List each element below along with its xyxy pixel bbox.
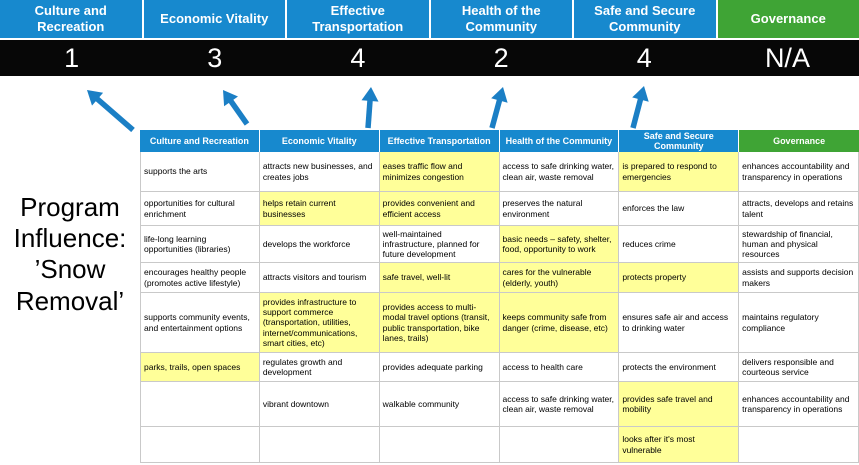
category-banner: Culture and Recreation Economic Vitality…: [0, 0, 859, 38]
matrix-cell: keeps community safe from danger (crime,…: [499, 293, 620, 353]
score-economic-vitality: 3: [207, 42, 223, 73]
matrix-row: vibrant downtown walkable community acce…: [140, 382, 859, 427]
influence-matrix: Culture and Recreation Economic Vitality…: [140, 130, 859, 463]
matrix-row: life-long learning opportunities (librar…: [140, 226, 859, 263]
banner-cell-economic-vitality: Economic Vitality: [143, 0, 285, 38]
matrix-cell: access to health care: [499, 353, 620, 382]
matrix-row: encourages healthy people (promotes acti…: [140, 263, 859, 293]
score-governance: N/A: [764, 42, 810, 73]
arrow-up-icon: [361, 87, 379, 129]
matrix-cell: attracts visitors and tourism: [259, 263, 380, 293]
matrix-cell: protects property: [619, 263, 740, 293]
matrix-cell: supports the arts: [140, 152, 260, 192]
matrix-cell: ensures safe air and access to drinking …: [619, 293, 740, 353]
matrix-cell: provides infrastructure to support comme…: [259, 293, 380, 353]
matrix-cell: enhances accountability and transparency…: [739, 152, 859, 192]
matrix-cell: basic needs – safety, shelter, food, opp…: [499, 226, 620, 263]
matrix-cell: assists and supports decision makers: [739, 263, 859, 293]
score-row: 1 3 4 2 4 N/A: [0, 40, 859, 76]
matrix-cell: vibrant downtown: [259, 382, 380, 427]
matrix-cell: is prepared to respond to emergencies: [619, 152, 740, 192]
matrix-cell: attracts new businesses, and creates job…: [259, 152, 380, 192]
matrix-cell: provides adequate parking: [379, 353, 500, 382]
matrix-header-health-community: Health of the Community: [499, 130, 620, 153]
matrix-cell: provides safe travel and mobility: [619, 382, 740, 427]
matrix-header-effective-transportation: Effective Transportation: [379, 130, 500, 153]
matrix-cell: protects the environment: [619, 353, 740, 382]
matrix-cell: well-maintained infrastructure, planned …: [379, 226, 500, 263]
matrix-header-governance: Governance: [739, 130, 859, 153]
matrix-cell: life-long learning opportunities (librar…: [140, 226, 260, 263]
matrix-cell: access to safe drinking water, clean air…: [499, 382, 620, 427]
matrix-header-row: Culture and Recreation Economic Vitality…: [140, 130, 859, 153]
matrix-row: opportunities for cultural enrichment he…: [140, 192, 859, 226]
banner-cell-culture-recreation: Culture and Recreation: [0, 0, 142, 38]
matrix-cell: delivers responsible and courteous servi…: [739, 353, 859, 382]
matrix-cell: reduces crime: [619, 226, 740, 263]
score-health-community: 2: [493, 42, 509, 73]
matrix-row: supports the arts attracts new businesse…: [140, 152, 859, 192]
score-effective-transportation: 4: [350, 42, 366, 73]
matrix-cell: maintains regulatory compliance: [739, 293, 859, 353]
matrix-cell: stewardship of financial, human and phys…: [739, 226, 859, 263]
matrix-cell: looks after it's most vulnerable: [619, 427, 740, 463]
arrow-up-icon: [630, 86, 649, 129]
matrix-cell: helps retain current businesses: [259, 192, 380, 226]
arrow-up-icon: [223, 90, 250, 126]
banner-cell-safe-secure-community: Safe and Secure Community: [574, 0, 716, 38]
matrix-cell: [379, 427, 500, 463]
mapping-arrows: [87, 86, 649, 132]
matrix-header-culture-recreation: Culture and Recreation: [140, 130, 260, 153]
matrix-cell: parks, trails, open spaces: [140, 353, 260, 382]
matrix-cell: access to safe drinking water, clean air…: [499, 152, 620, 192]
score-safe-secure-community: 4: [636, 42, 652, 73]
matrix-cell: provides access to multi-modal travel op…: [379, 293, 500, 353]
matrix-cell: regulates growth and development: [259, 353, 380, 382]
matrix-cell: enhances accountability and transparency…: [739, 382, 859, 427]
matrix-cell: develops the workforce: [259, 226, 380, 263]
matrix-cell: [739, 427, 859, 463]
arrow-up-icon: [87, 90, 135, 132]
matrix-cell: [140, 427, 260, 463]
matrix-cell: safe travel, well-lit: [379, 263, 500, 293]
matrix-cell: opportunities for cultural enrichment: [140, 192, 260, 226]
matrix-cell: [499, 427, 620, 463]
matrix-cell: provides convenient and efficient access: [379, 192, 500, 226]
score-culture-recreation: 1: [64, 42, 80, 73]
arrow-up-icon: [489, 87, 508, 129]
matrix-cell: enforces the law: [619, 192, 740, 226]
matrix-header-safe-secure-community: Safe and Secure Community: [619, 130, 740, 153]
matrix-cell: preserves the natural environment: [499, 192, 620, 226]
matrix-cell: encourages healthy people (promotes acti…: [140, 263, 260, 293]
matrix-cell: walkable community: [379, 382, 500, 427]
matrix-row: parks, trails, open spaces regulates gro…: [140, 353, 859, 382]
matrix-row: looks after it's most vulnerable: [140, 427, 859, 463]
banner-cell-effective-transportation: Effective Transportation: [287, 0, 429, 38]
matrix-cell: cares for the vulnerable (elderly, youth…: [499, 263, 620, 293]
banner-cell-health-community: Health of the Community: [430, 0, 572, 38]
program-influence-title: Program Influence: ’Snow Removal’: [13, 192, 127, 316]
matrix-cell: supports community events, and entertain…: [140, 293, 260, 353]
matrix-cell: [140, 382, 260, 427]
matrix-cell: eases traffic flow and minimizes congest…: [379, 152, 500, 192]
banner-cell-governance: Governance: [717, 0, 859, 38]
matrix-cell: [259, 427, 380, 463]
matrix-cell: attracts, develops and retains talent: [739, 192, 859, 226]
matrix-header-economic-vitality: Economic Vitality: [259, 130, 380, 153]
matrix-row: supports community events, and entertain…: [140, 293, 859, 353]
